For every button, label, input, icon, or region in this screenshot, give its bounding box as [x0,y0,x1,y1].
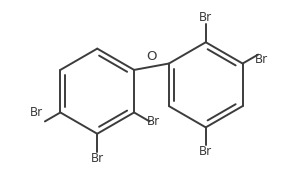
Text: Br: Br [199,145,212,158]
Text: Br: Br [29,106,42,119]
Text: Br: Br [91,152,104,165]
Text: O: O [146,50,157,63]
Text: Br: Br [147,115,160,128]
Text: Br: Br [255,54,268,67]
Text: Br: Br [199,11,212,24]
